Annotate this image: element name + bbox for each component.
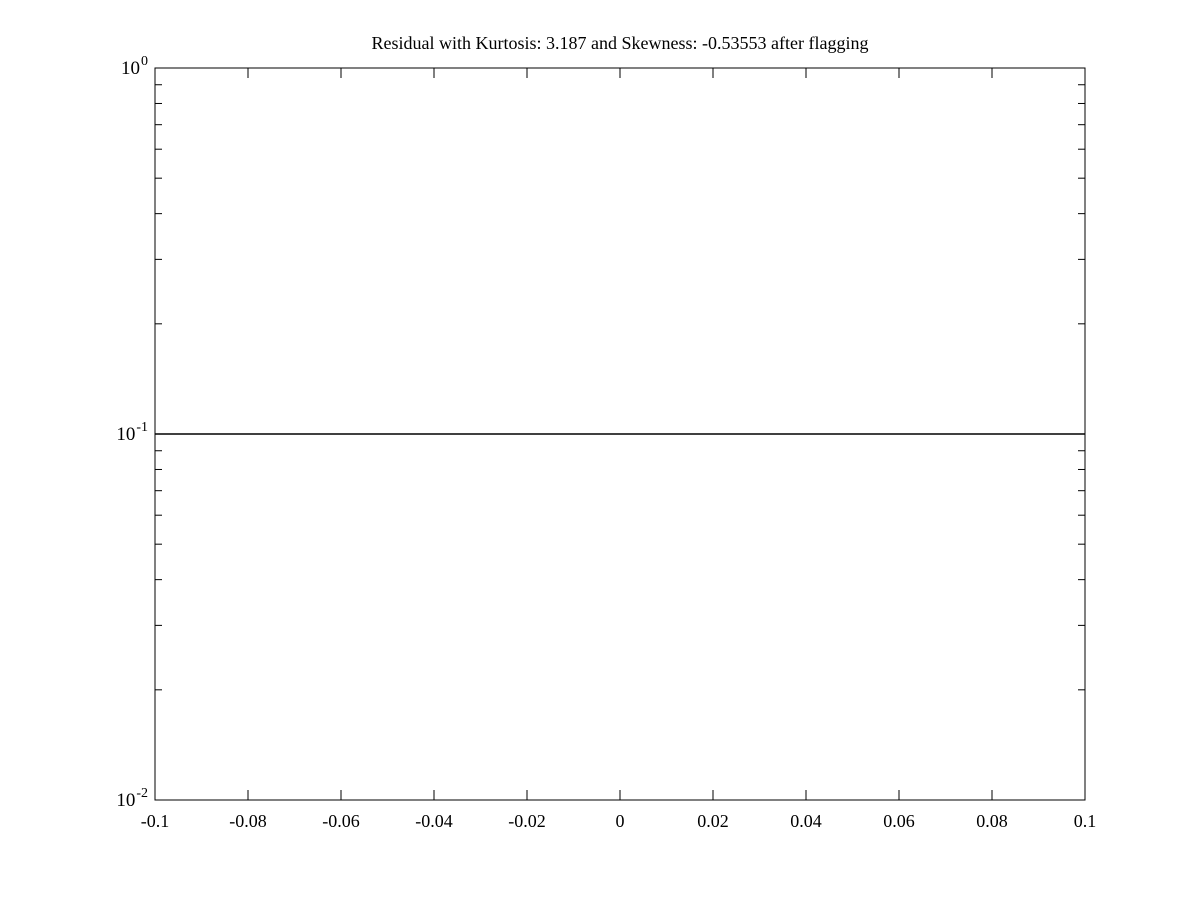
x-tick-label: 0.1 — [1073, 811, 1097, 831]
x-tick-label: -0.04 — [415, 811, 453, 831]
chart-title: Residual with Kurtosis: 3.187 and Skewne… — [371, 33, 869, 53]
x-tick-label: -0.1 — [140, 811, 170, 831]
x-tick-label: 0 — [615, 811, 625, 831]
y-tick-base: 10 — [121, 58, 140, 79]
y-tick-exponent: 0 — [141, 54, 148, 69]
y-tick-label: 10-2 — [116, 786, 148, 812]
y-tick-exponent: -2 — [136, 786, 148, 801]
y-tick-label: 100 — [121, 54, 148, 80]
y-tick-exponent: -1 — [136, 420, 148, 435]
x-tick-label: -0.02 — [508, 811, 546, 831]
x-tick-label: 0.08 — [976, 811, 1008, 831]
x-tick-label: -0.06 — [322, 811, 360, 831]
x-tick-label: 0.06 — [883, 811, 915, 831]
y-tick-label: 10-1 — [116, 420, 148, 446]
x-tick-label: -0.08 — [229, 811, 267, 831]
x-tick-label: 0.04 — [790, 811, 822, 831]
y-tick-base: 10 — [116, 424, 136, 445]
x-tick-label: 0.02 — [697, 811, 729, 831]
y-tick-base: 10 — [116, 790, 136, 811]
